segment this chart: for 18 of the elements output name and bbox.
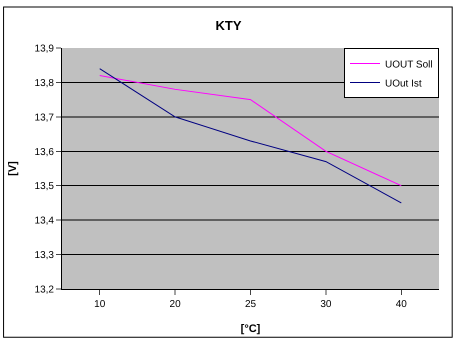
legend-label: UOUT Soll xyxy=(385,59,433,70)
y-tick-label: 13,4 xyxy=(34,216,54,227)
legend-label: UOut Ist xyxy=(385,78,422,90)
y-tick-label: 13,8 xyxy=(34,78,54,89)
y-tick-label: 13,6 xyxy=(34,146,54,158)
y-tick-label: 13,2 xyxy=(34,284,54,296)
x-axis-title: [°C] xyxy=(240,323,261,336)
y-tick-label: 13,9 xyxy=(34,44,54,54)
y-tick-label: 13,7 xyxy=(34,112,54,124)
x-tick-label: 10 xyxy=(94,299,106,310)
y-axis-title: [V] xyxy=(7,160,20,176)
x-tick-label: 25 xyxy=(244,299,256,310)
y-tick-label: 13,3 xyxy=(34,250,54,262)
y-tick-label: 13,5 xyxy=(34,181,54,192)
x-tick-label: 40 xyxy=(396,299,408,310)
chart-title: KTY xyxy=(216,18,242,33)
x-tick-label: 30 xyxy=(320,299,332,310)
x-tick-label: 20 xyxy=(170,299,182,310)
